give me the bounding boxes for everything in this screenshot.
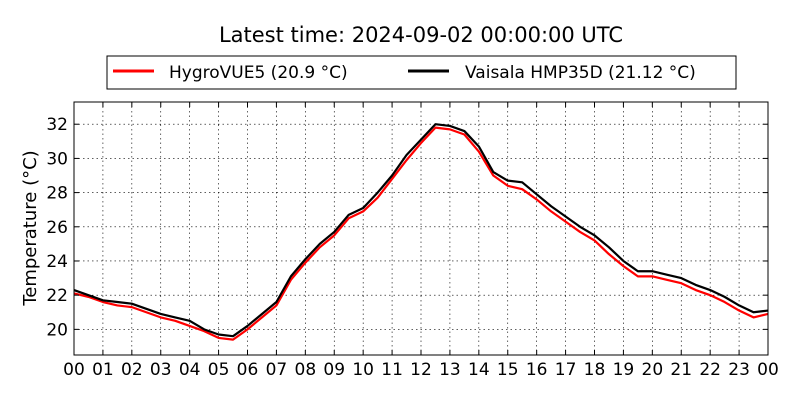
- x-tick-label: 12: [410, 360, 432, 380]
- y-tick-label: 20: [46, 320, 68, 340]
- series-line-vaisala: [73, 123, 769, 338]
- chart-title: Latest time: 2024-09-02 00:00:00 UTC: [219, 23, 623, 47]
- x-tick-label: 20: [642, 360, 664, 380]
- x-tick-label: 15: [497, 360, 519, 380]
- y-tick-label: 28: [46, 184, 68, 204]
- legend-label-hygrovue: HygroVUE5 (20.9 °C): [169, 63, 348, 83]
- x-tick-label: 07: [266, 360, 288, 380]
- grid-lines: [74, 102, 768, 355]
- x-tick-label: 00: [757, 360, 779, 380]
- x-tick-label: 17: [555, 360, 577, 380]
- x-tick-label: 08: [295, 360, 317, 380]
- x-tick-label: 10: [352, 360, 374, 380]
- x-tick-label: 18: [584, 360, 606, 380]
- legend: HygroVUE5 (20.9 °C) Vaisala HMP35D (21.1…: [106, 55, 737, 90]
- x-tick-label: 03: [150, 360, 172, 380]
- series-line-hygrovue: [73, 126, 769, 341]
- y-tick-label: 26: [46, 218, 68, 238]
- x-tick-label: 11: [381, 360, 403, 380]
- x-tick-label: 13: [439, 360, 461, 380]
- y-tick-label: 22: [46, 286, 68, 306]
- x-tick-label: 09: [323, 360, 345, 380]
- x-tick-label: 04: [179, 360, 201, 380]
- y-tick-label: 32: [46, 115, 68, 135]
- x-tick-label: 16: [526, 360, 548, 380]
- x-tick-label: 02: [121, 360, 143, 380]
- y-axis-ticks: 20 22 24 26 28 30 32: [46, 115, 768, 340]
- x-axis-ticks: 00 01 02 03 04 05 06 07 08 09 10 11 12 13 14 15 16 17 18 19…: [63, 102, 779, 380]
- x-tick-label: 23: [728, 360, 750, 380]
- legend-label-vaisala: Vaisala HMP35D (21.12 °C): [465, 63, 696, 83]
- x-tick-label: 05: [208, 360, 230, 380]
- x-tick-label: 00: [63, 360, 85, 380]
- y-tick-label: 24: [46, 252, 68, 272]
- y-tick-label: 30: [46, 149, 68, 169]
- x-tick-label: 14: [468, 360, 490, 380]
- series-lines: [73, 123, 769, 341]
- x-tick-label: 19: [613, 360, 635, 380]
- x-tick-label: 06: [237, 360, 259, 380]
- x-tick-label: 01: [92, 360, 114, 380]
- x-tick-label: 21: [670, 360, 692, 380]
- x-tick-label: 22: [699, 360, 721, 380]
- y-axis-label: Temperature (°C): [20, 150, 41, 306]
